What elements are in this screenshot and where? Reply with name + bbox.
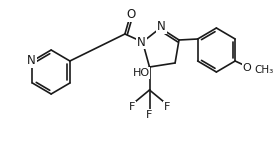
Text: HO: HO: [133, 68, 150, 78]
Text: N: N: [137, 36, 146, 49]
Text: F: F: [129, 102, 135, 112]
Text: N: N: [27, 55, 36, 68]
Text: F: F: [164, 102, 170, 112]
Text: F: F: [146, 110, 153, 120]
Text: N: N: [157, 20, 166, 34]
Text: O: O: [242, 63, 251, 73]
Text: O: O: [126, 8, 135, 21]
Text: CH₃: CH₃: [255, 65, 274, 75]
